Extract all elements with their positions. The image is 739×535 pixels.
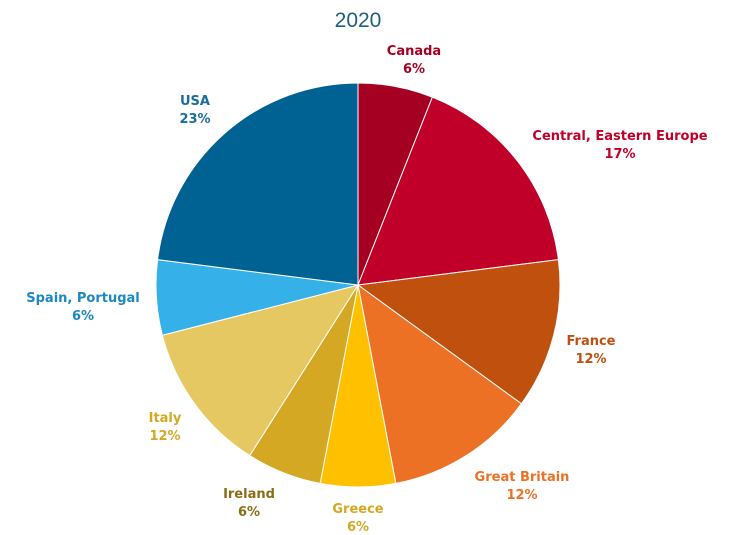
pie-slice-usa bbox=[157, 82, 359, 286]
slice-labels: Canada 6% Central, Eastern Europe 17% France… bbox=[26, 44, 707, 535]
slice-name-label: Central, Eastern Europe bbox=[532, 129, 707, 144]
slice-name-label: Spain, Portugal bbox=[26, 291, 140, 306]
slice-value-label: 6% bbox=[238, 505, 260, 520]
chart-title: 2020 bbox=[335, 9, 382, 32]
slice-name-label: Italy bbox=[149, 411, 182, 426]
pie-slice-great-britain bbox=[357, 283, 523, 485]
slice-name-label: Canada bbox=[387, 44, 441, 59]
pie-slices bbox=[155, 82, 561, 488]
slice-value-label: 6% bbox=[403, 62, 425, 77]
slice-name-label: USA bbox=[180, 94, 210, 109]
slice-value-label: 6% bbox=[72, 309, 94, 324]
slice-value-label: 17% bbox=[604, 147, 635, 162]
slice-value-label: 6% bbox=[347, 520, 369, 535]
slice-name-label: Greece bbox=[332, 502, 383, 517]
slice-value-label: 12% bbox=[506, 488, 537, 503]
pie-slice-france bbox=[356, 259, 561, 405]
slice-name-label: Ireland bbox=[223, 487, 275, 502]
pie-slice-italy bbox=[161, 284, 360, 457]
slice-value-label: 12% bbox=[149, 429, 180, 444]
slice-name-label: France bbox=[566, 334, 615, 349]
pie-slice-central-eastern-europe bbox=[357, 96, 559, 286]
slice-name-label: Great Britain bbox=[475, 470, 570, 485]
slice-value-label: 12% bbox=[575, 352, 606, 367]
slice-value-label: 23% bbox=[179, 112, 210, 127]
